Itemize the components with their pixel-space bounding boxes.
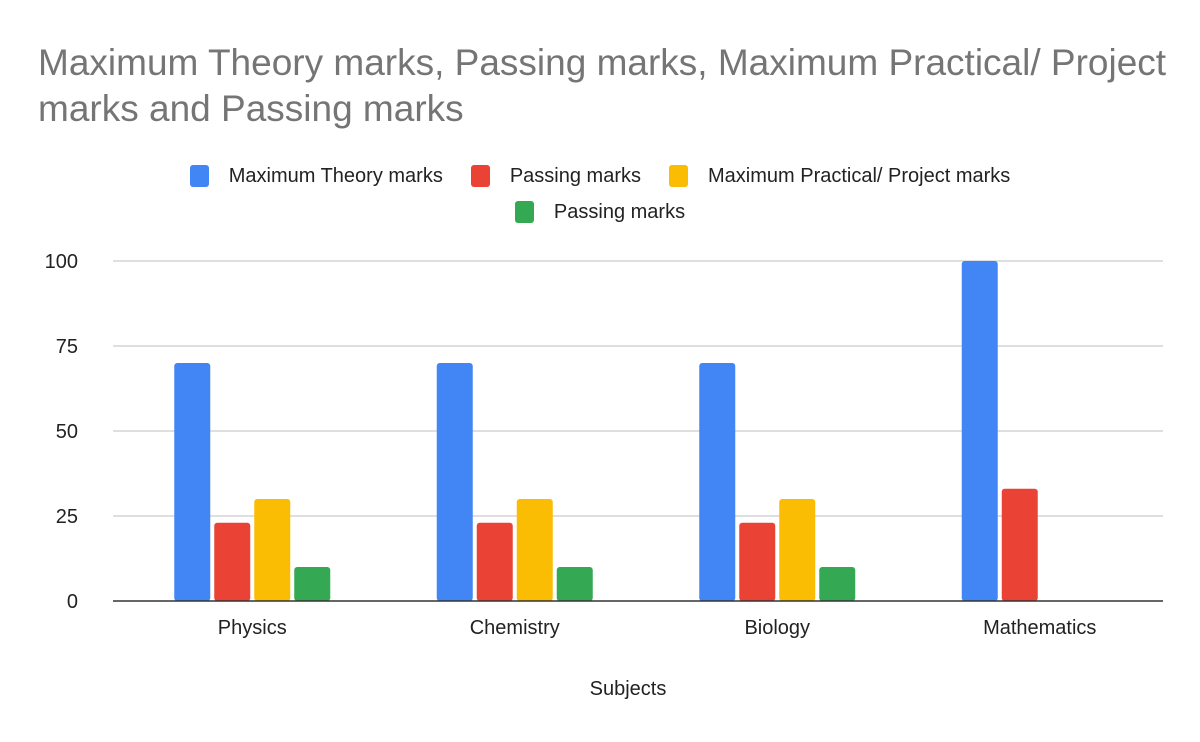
chart-title: Maximum Theory marks, Passing marks, Max… xyxy=(38,42,1167,129)
bar[interactable] xyxy=(174,363,211,601)
x-tick-label: Chemistry xyxy=(470,617,560,639)
legend-row-2: Passing marks xyxy=(0,194,1200,230)
legend-swatch-icon xyxy=(470,165,490,187)
legend-item-max-theory[interactable]: Maximum Theory marks xyxy=(189,164,443,188)
x-axis-title: Subjects xyxy=(589,678,667,700)
bar[interactable] xyxy=(436,363,473,601)
legend-swatch-icon xyxy=(189,165,209,187)
y-tick-label: 75 xyxy=(56,336,78,358)
legend-swatch-icon xyxy=(669,165,688,187)
bar[interactable] xyxy=(556,567,593,601)
legend-item-passing-practical[interactable]: Passing marks xyxy=(514,200,686,224)
bar[interactable] xyxy=(819,567,856,601)
bar[interactable] xyxy=(1001,488,1038,601)
x-tick-label: Mathematics xyxy=(983,617,1096,639)
legend-item-passing-theory[interactable]: Passing marks xyxy=(470,164,641,188)
bar[interactable] xyxy=(214,522,251,601)
bar[interactable] xyxy=(699,363,736,601)
chart-legend: Maximum Theory marks Passing marks Maxim… xyxy=(0,158,1200,230)
legend-label: Maximum Practical/ Project marks xyxy=(708,164,1011,187)
bar[interactable] xyxy=(516,499,553,601)
legend-row-1: Maximum Theory marks Passing marks Maxim… xyxy=(0,158,1200,194)
bar[interactable] xyxy=(961,261,998,601)
y-tick-label: 0 xyxy=(67,591,78,613)
x-tick-label: Biology xyxy=(744,617,810,639)
x-tick-label: Physics xyxy=(218,617,287,639)
y-tick-label: 25 xyxy=(56,506,78,528)
legend-label: Passing marks xyxy=(553,200,686,223)
bar[interactable] xyxy=(294,567,331,601)
legend-item-max-practical[interactable]: Maximum Practical/ Project marks xyxy=(669,165,1010,188)
bar[interactable] xyxy=(476,522,513,601)
bar[interactable] xyxy=(779,499,816,601)
legend-label: Maximum Theory marks xyxy=(228,164,443,187)
bar[interactable] xyxy=(254,499,291,601)
y-tick-label: 100 xyxy=(45,251,78,273)
y-tick-label: 50 xyxy=(56,421,78,443)
legend-swatch-icon xyxy=(514,201,534,223)
legend-label: Passing marks xyxy=(509,164,641,187)
bar[interactable] xyxy=(739,522,776,601)
